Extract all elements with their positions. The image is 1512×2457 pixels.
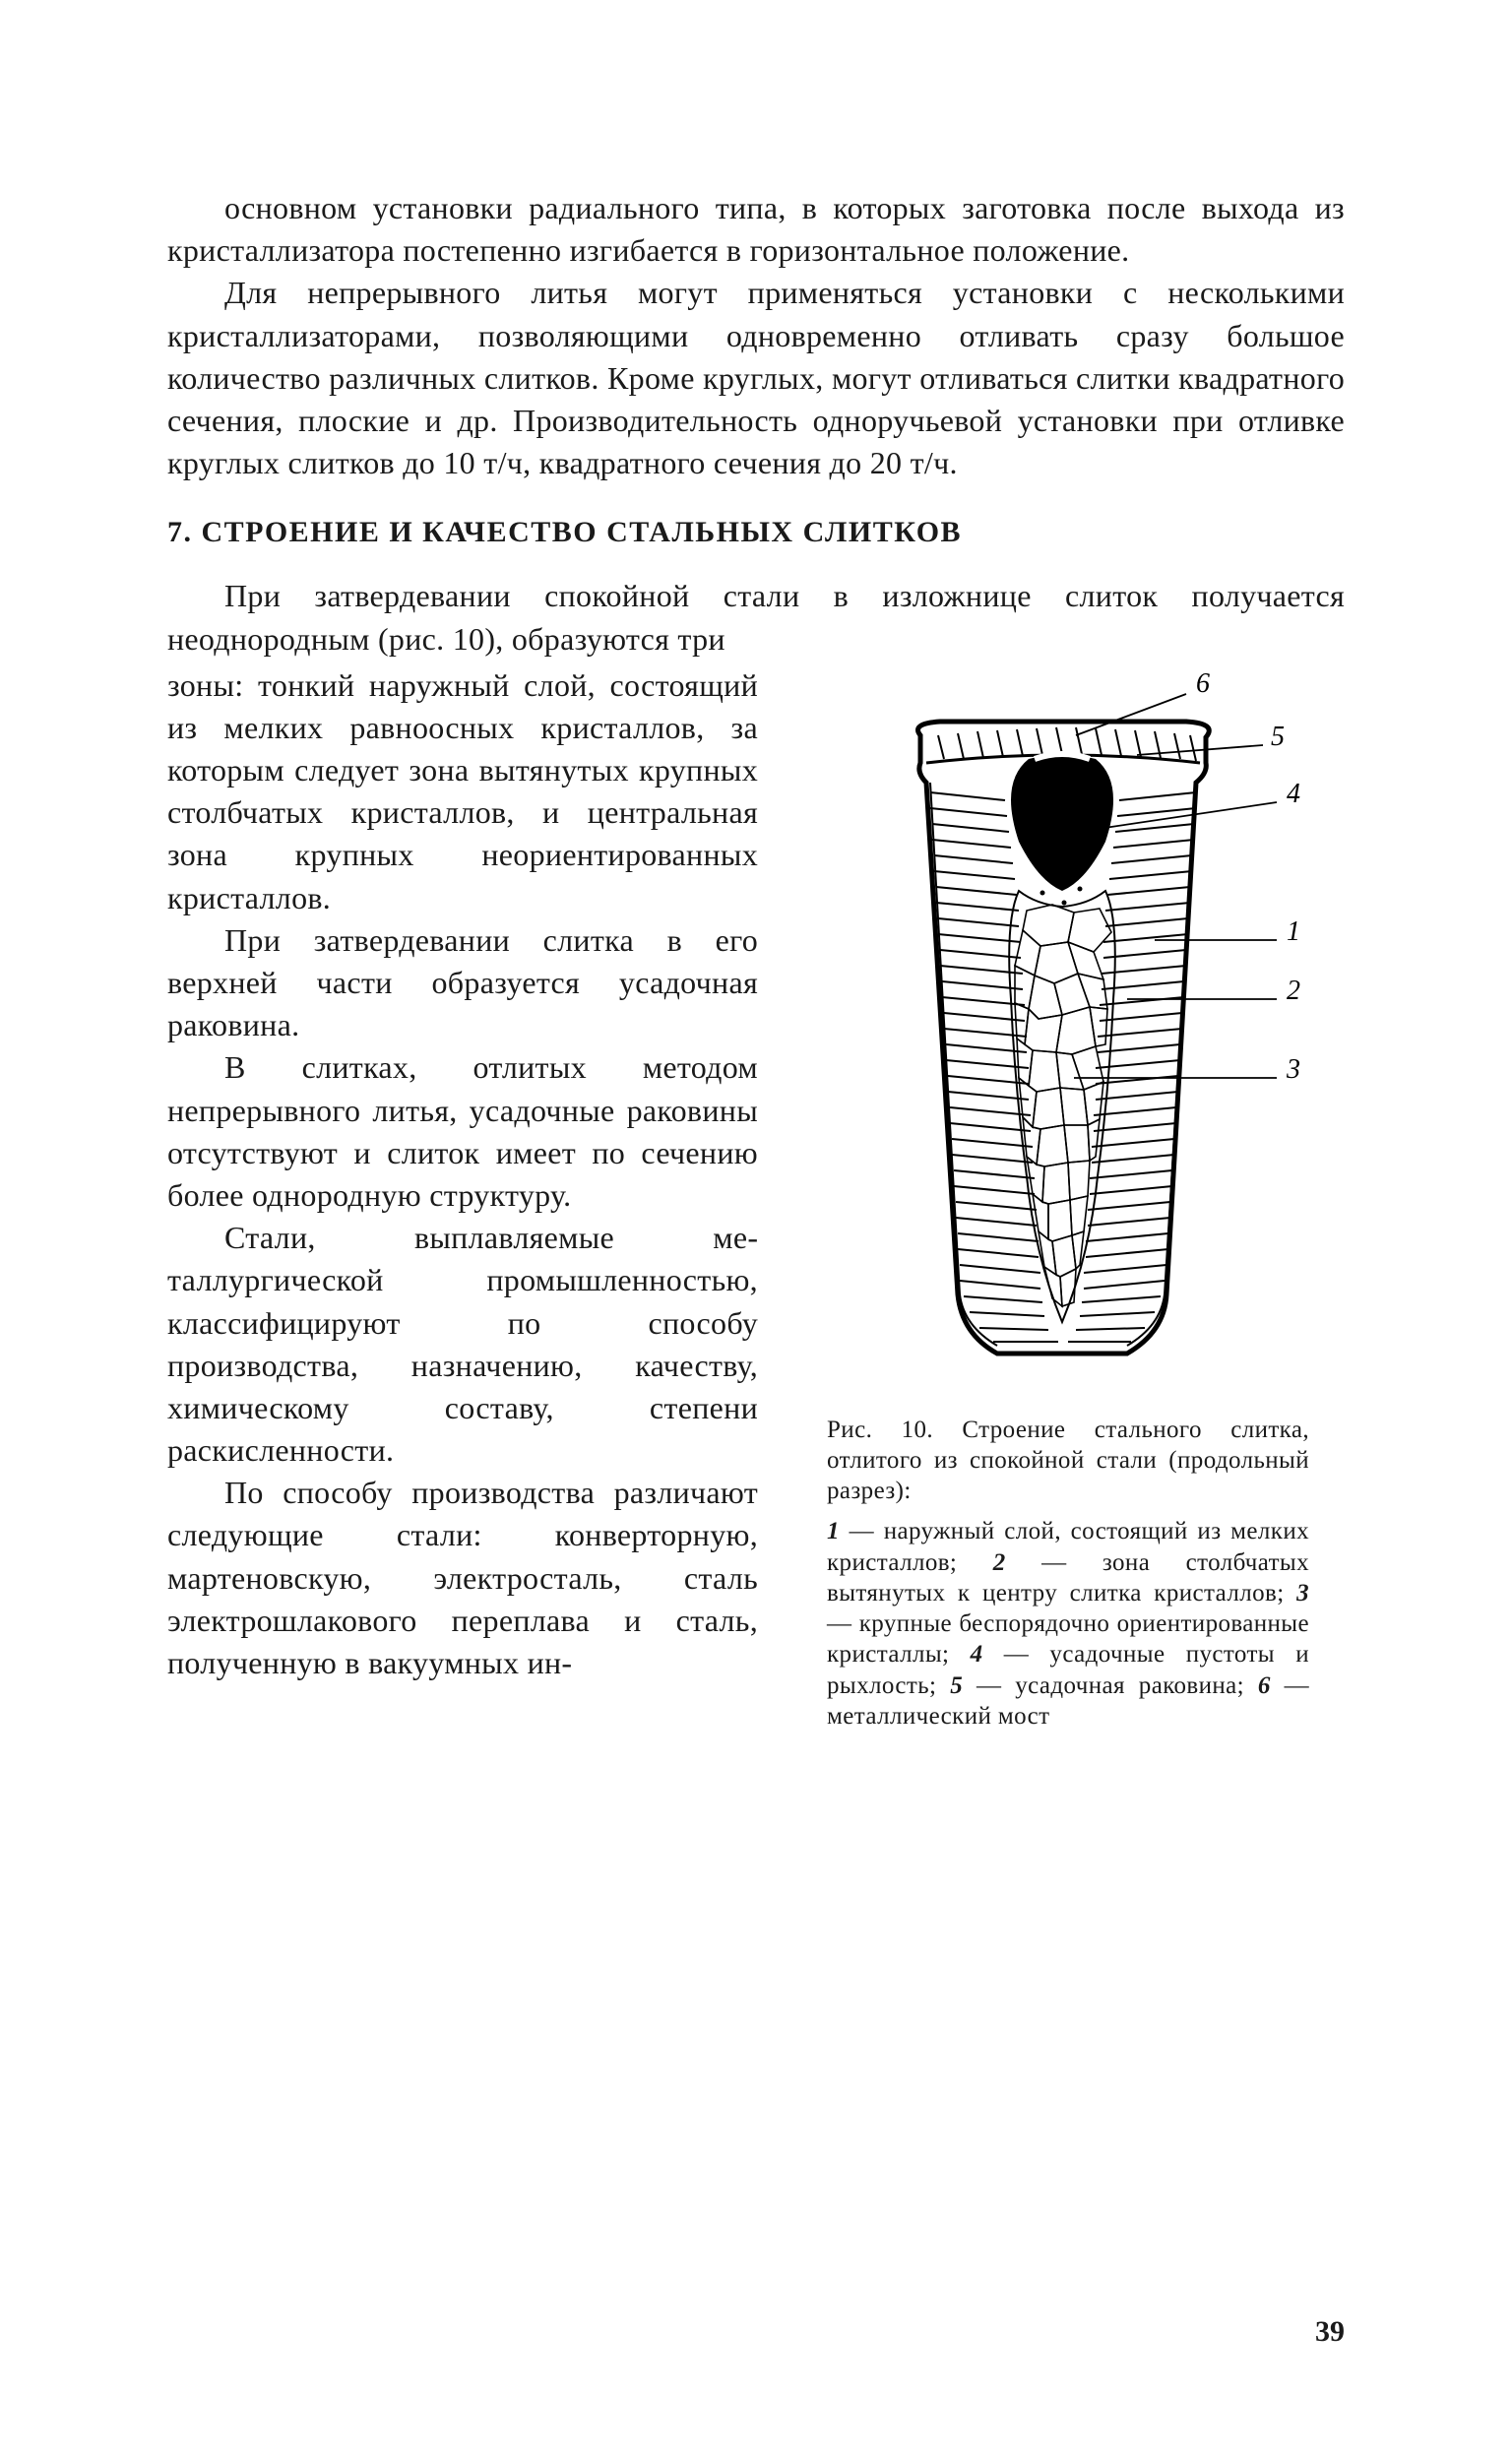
two-column-region: зоны: тонкий наружный слой, состоящий из… — [167, 664, 1345, 1732]
left-column: зоны: тонкий наружный слой, состоящий из… — [167, 664, 758, 1732]
equiaxed-cells — [1015, 905, 1111, 1306]
columnar-left — [930, 792, 1058, 1342]
figure-label: 6 — [1196, 668, 1210, 699]
figure-labels: 6 54 1 2 3 — [1196, 668, 1300, 1085]
figure-label: 4 — [1287, 779, 1300, 809]
shrinkage-cavity — [1011, 755, 1113, 891]
body-text-block: основном установки радиального типа, в к… — [167, 187, 1345, 484]
figure-label: 5 — [1271, 722, 1285, 752]
section-heading: 7. СТРОЕНИЕ И КАЧЕСТВО СТАЛЬНЫХ СЛИТКОВ — [167, 516, 1345, 549]
right-column: 6 54 1 2 3 Рис. 10. Строение стального слитк… — [791, 664, 1345, 1732]
caption-legend: 1 — наружный слой, состоящий из мелких к… — [827, 1516, 1309, 1732]
page: основном установки радиального типа, в к… — [0, 0, 1512, 2457]
figure-label: 2 — [1287, 976, 1300, 1006]
paragraph: Стали, выплавляемые ме­таллургической пр… — [167, 1217, 758, 1472]
ingot-figure: 6 54 1 2 3 — [832, 664, 1304, 1393]
figure-label: 1 — [1287, 916, 1300, 947]
page-number: 39 — [1315, 2315, 1345, 2349]
paragraph: зоны: тонкий наружный слой, состоящий из… — [167, 664, 758, 919]
paragraph: По способу производства различают следую… — [167, 1472, 758, 1684]
paragraph: основном установки радиального типа, в к… — [167, 187, 1345, 272]
caption-title: Рис. 10. Строение стального слитка, отли… — [827, 1415, 1309, 1507]
body-text-block: При затвердевании спокойной стали в изло… — [167, 575, 1345, 660]
columnar-right — [1068, 792, 1196, 1342]
ingot-svg: 6 54 1 2 3 — [832, 664, 1304, 1393]
paragraph: При затвердевании спокойной стали в изло… — [167, 575, 1345, 660]
paragraph: В слитках, отлитых мето­дом непрерывного… — [167, 1046, 758, 1217]
figure-label: 3 — [1286, 1054, 1300, 1085]
paragraph: При затвердевании слитка в его верхней ч… — [167, 919, 758, 1047]
paragraph: Для непрерывного литья могут применяться… — [167, 272, 1345, 484]
figure-caption: Рис. 10. Строение стального слитка, отли… — [827, 1415, 1309, 1732]
